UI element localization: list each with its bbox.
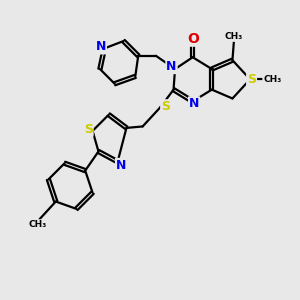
Text: CH₃: CH₃	[263, 75, 281, 84]
Text: O: O	[187, 32, 199, 46]
Text: N: N	[96, 40, 106, 53]
Text: S: S	[247, 73, 256, 86]
Text: S: S	[161, 100, 170, 113]
Text: N: N	[116, 159, 126, 172]
Text: N: N	[166, 60, 177, 73]
Text: S: S	[84, 123, 93, 136]
Text: CH₃: CH₃	[225, 32, 243, 41]
Text: N: N	[189, 97, 200, 110]
Text: CH₃: CH₃	[29, 220, 47, 229]
